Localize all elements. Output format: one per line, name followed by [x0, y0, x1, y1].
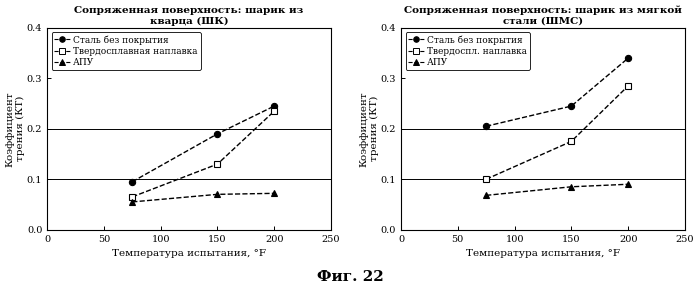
- Y-axis label: Коэффициент
трения (КТ): Коэффициент трения (КТ): [360, 91, 379, 166]
- X-axis label: Температура испытания, °F: Температура испытания, °F: [466, 249, 620, 258]
- X-axis label: Температура испытания, °F: Температура испытания, °F: [112, 249, 266, 258]
- Title: Сопряженная поверхность: шарик из
кварца (ШК): Сопряженная поверхность: шарик из кварца…: [74, 6, 304, 26]
- Y-axis label: Коэффициент
трения (КТ): Коэффициент трения (КТ): [6, 91, 25, 166]
- Legend: Сталь без покрытия, Твердосплавная наплавка, АПУ: Сталь без покрытия, Твердосплавная напла…: [52, 32, 200, 70]
- Title: Сопряженная поверхность: шарик из мягкой
стали (ШМС): Сопряженная поверхность: шарик из мягкой…: [404, 6, 682, 26]
- Text: Фиг. 22: Фиг. 22: [316, 270, 384, 284]
- Legend: Сталь без покрытия, Твердоспл. наплавка, АПУ: Сталь без покрытия, Твердоспл. наплавка,…: [405, 32, 530, 70]
